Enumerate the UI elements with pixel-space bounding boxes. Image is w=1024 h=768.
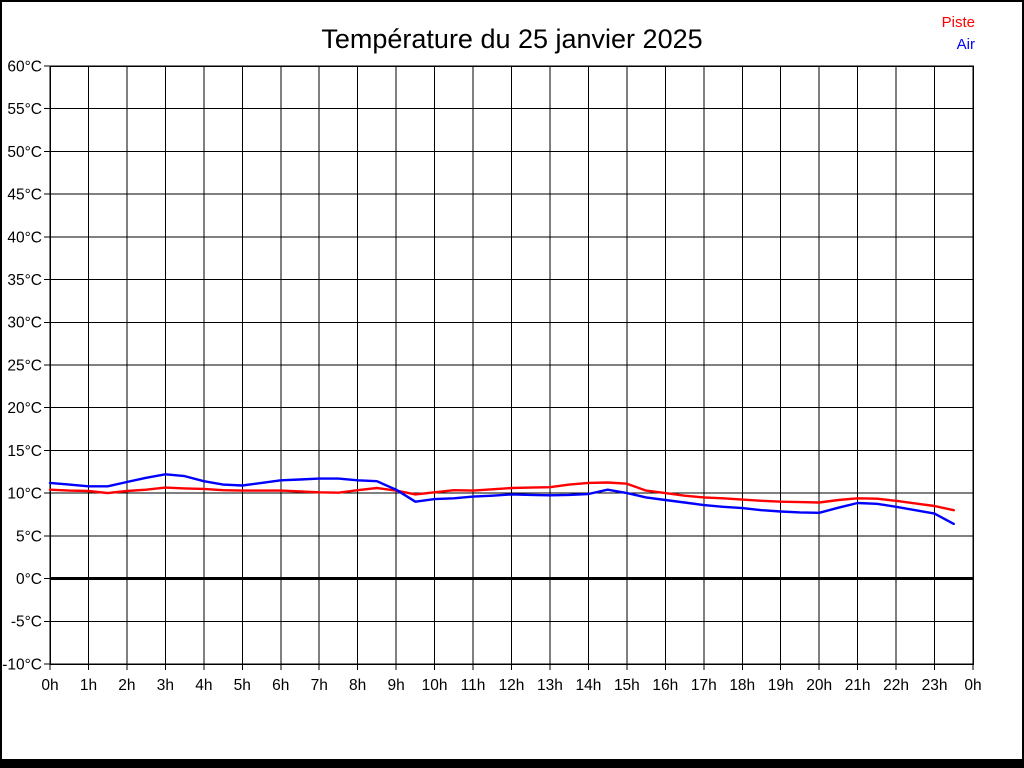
x-axis-tick-label: 23h <box>922 677 948 694</box>
series-line-air <box>48 473 955 526</box>
x-axis-tick-label: 18h <box>729 677 755 694</box>
x-axis-tick-label: 4h <box>195 677 212 694</box>
series-line-piste <box>48 481 955 512</box>
x-axis-tick-label: 9h <box>388 677 405 694</box>
x-axis-tick-label: 16h <box>652 677 678 694</box>
y-axis-tick-label: 25°C <box>7 357 42 374</box>
x-axis-tick-label: 6h <box>272 677 289 694</box>
x-axis-tick-label: 10h <box>422 677 448 694</box>
x-axis-tick-label: 7h <box>311 677 328 694</box>
y-axis-tick-label: 0°C <box>16 571 42 588</box>
x-axis-tick-label: 13h <box>537 677 563 694</box>
x-axis-tick-label: 8h <box>349 677 366 694</box>
x-axis-tick-label: 12h <box>499 677 525 694</box>
x-axis-tick-label: 19h <box>768 677 794 694</box>
y-axis-tick-label: 45°C <box>7 187 42 204</box>
y-axis-tick-label: 30°C <box>7 315 42 332</box>
x-axis-tick-label: 3h <box>157 677 174 694</box>
y-axis-tick-label: 50°C <box>7 144 42 161</box>
y-axis-tick-label: 40°C <box>7 229 42 246</box>
y-axis-tick-label: 10°C <box>7 486 42 503</box>
y-axis-tick-label: -10°C <box>2 656 42 673</box>
y-axis-tick-label: 55°C <box>7 101 42 118</box>
x-axis-tick-label: 1h <box>80 677 97 694</box>
x-axis-tick-label: 21h <box>845 677 871 694</box>
chart-legend: Piste Air <box>942 12 975 56</box>
x-axis-tick-label: 5h <box>234 677 251 694</box>
bottom-bar <box>0 759 1024 768</box>
chart-title: Température du 25 janvier 2025 <box>321 24 703 54</box>
y-axis-tick-label: 20°C <box>7 400 42 417</box>
x-axis-tick-label: 11h <box>461 677 486 694</box>
x-axis-tick-label: 15h <box>614 677 640 694</box>
y-axis-tick-label: -5°C <box>11 614 42 631</box>
x-axis-tick-label: 14h <box>575 677 601 694</box>
x-axis-tick-label: 22h <box>883 677 909 694</box>
x-axis-tick-label: 0h <box>964 677 981 694</box>
x-axis-tick-label: 17h <box>691 677 717 694</box>
y-axis-tick-label: 35°C <box>7 272 42 289</box>
legend-item-air: Air <box>956 36 975 53</box>
x-axis-tick-label: 0h <box>41 677 58 694</box>
x-axis-tick-label: 2h <box>118 677 135 694</box>
y-axis-tick-label: 15°C <box>7 443 42 460</box>
legend-item-piste: Piste <box>941 14 975 31</box>
y-axis-tick-label: 60°C <box>7 58 42 75</box>
y-axis-tick-label: 5°C <box>16 528 42 545</box>
plot-border <box>49 65 974 665</box>
x-axis-tick-label: 20h <box>806 677 832 694</box>
